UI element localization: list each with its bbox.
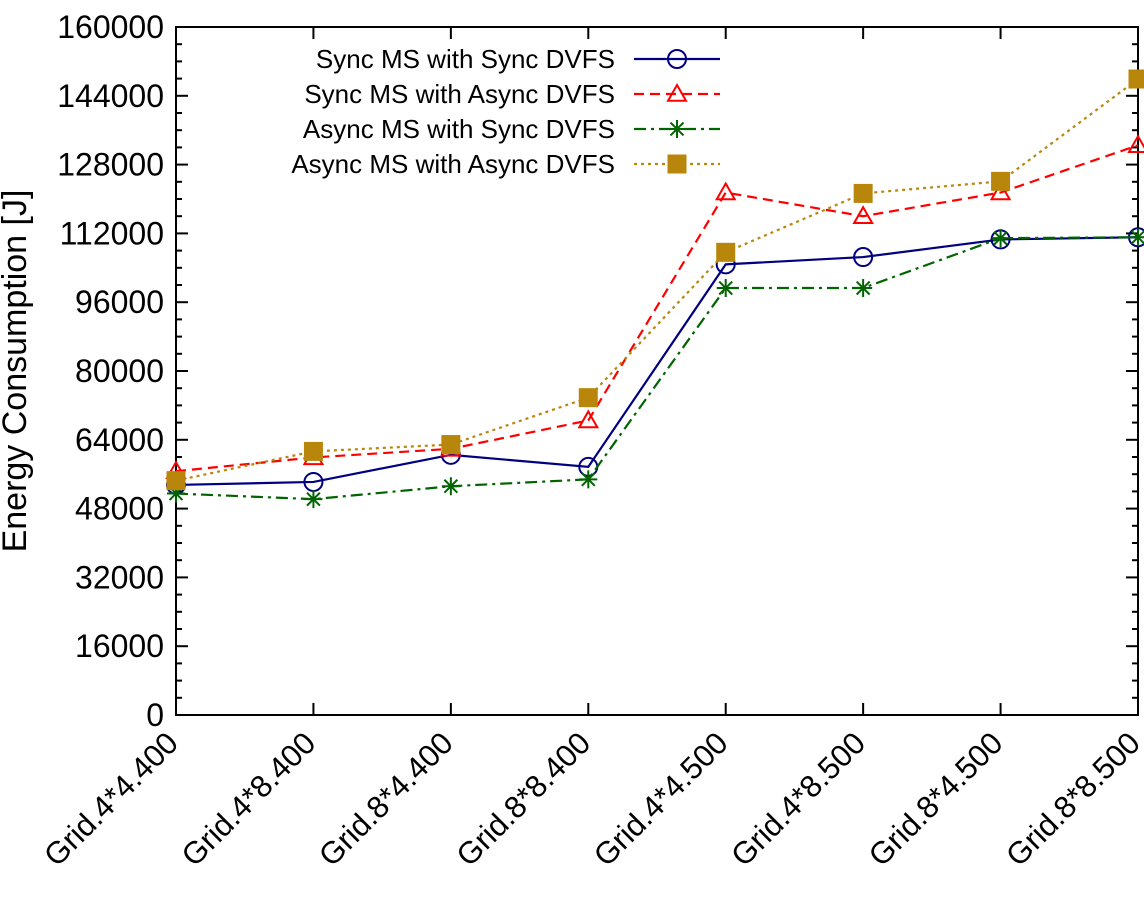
data-point <box>716 242 736 262</box>
y-tick-label: 144000 <box>57 78 164 114</box>
data-point <box>991 171 1011 191</box>
legend-label: Sync MS with Async DVFS <box>304 79 615 109</box>
series-line-2 <box>175 144 1139 473</box>
x-tick-label: Grid.4*4.500 <box>587 725 735 873</box>
data-point <box>166 471 186 491</box>
data-point <box>578 388 598 408</box>
data-point <box>304 490 323 509</box>
data-point <box>441 477 460 496</box>
legend-label: Sync MS with Sync DVFS <box>316 44 615 74</box>
x-tick-label: Grid.4*8.500 <box>724 725 872 873</box>
legend-marker <box>666 82 688 102</box>
x-tick-label: Grid.4*8.400 <box>175 725 323 873</box>
legend-marker <box>667 49 687 69</box>
series-line-4 <box>175 78 1139 482</box>
y-tick-label: 48000 <box>75 491 164 527</box>
data-point <box>441 435 461 455</box>
data-point <box>989 181 1012 201</box>
star-stroke <box>993 230 1008 246</box>
star-stroke <box>443 479 459 494</box>
series-line-3 <box>175 236 1139 501</box>
star-stroke <box>718 280 733 296</box>
x-tick-label: Grid.8*8.400 <box>449 725 597 873</box>
x-tick-label: Grid.4*4.400 <box>37 725 185 873</box>
legend-marker <box>668 120 686 138</box>
y-tick-label: 16000 <box>75 628 164 664</box>
x-tick-label: Grid.8*8.500 <box>999 725 1144 873</box>
y-tick-label: 32000 <box>75 559 164 595</box>
y-tick-label: 160000 <box>57 9 164 45</box>
star-stroke <box>581 472 596 487</box>
series-layer <box>165 69 1144 509</box>
data-point <box>577 409 600 429</box>
data-point <box>1127 134 1144 153</box>
star-stroke <box>669 121 685 137</box>
data-point <box>1128 69 1144 89</box>
y-tick-label: 64000 <box>75 422 164 458</box>
data-point <box>303 441 323 461</box>
star-stroke <box>855 280 871 296</box>
y-tick-label: 96000 <box>75 284 164 320</box>
data-point <box>853 183 873 203</box>
legend: Sync MS with Sync DVFS Sync MS with Async… <box>291 44 720 179</box>
data-point <box>716 279 735 298</box>
x-tick-label: Grid.8*4.400 <box>312 725 460 873</box>
y-axis: 0 16000 32000 48000 64000 80000 96000 112000 128… <box>57 9 1138 733</box>
y-tick-label: 80000 <box>75 353 164 389</box>
data-point <box>714 181 737 201</box>
y-tick-label: 112000 <box>60 215 164 251</box>
y-axis-label: Energy Consumption [J] <box>0 190 34 553</box>
data-point <box>854 279 873 298</box>
y-tick-label: 0 <box>146 697 164 733</box>
legend-label: Async MS with Async DVFS <box>291 149 615 179</box>
data-point <box>1129 228 1144 247</box>
series-line-1 <box>175 236 1139 487</box>
data-point <box>579 470 598 489</box>
data-point <box>852 205 874 224</box>
legend-marker <box>667 154 687 174</box>
data-point <box>853 247 874 268</box>
y-tick-label: 128000 <box>57 147 164 183</box>
star-stroke <box>306 491 321 507</box>
legend-label: Async MS with Sync DVFS <box>303 114 615 144</box>
x-tick-label: Grid.8*4.500 <box>862 725 1010 873</box>
data-point <box>991 229 1010 248</box>
star-stroke <box>1130 230 1144 245</box>
